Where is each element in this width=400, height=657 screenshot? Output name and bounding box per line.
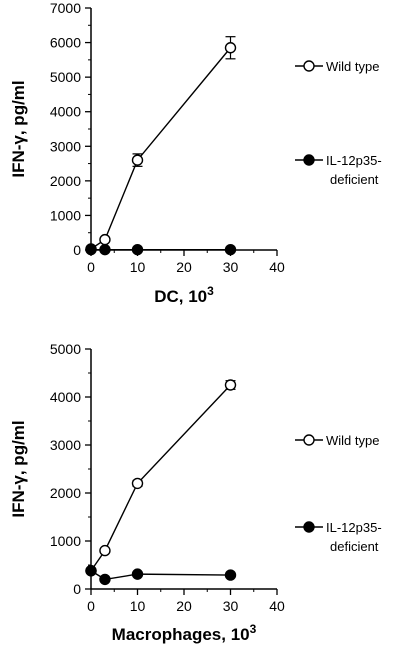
legend-label-deficient-line2: deficient [330, 539, 379, 554]
series-line [90, 47, 232, 250]
legend-marker-deficient [303, 521, 315, 533]
x-tick-label: 40 [269, 598, 285, 614]
x-tick-label: 0 [87, 598, 95, 614]
y-tick-label: 5000 [50, 341, 81, 357]
x-tick-label: 10 [130, 259, 146, 275]
legend-label-deficient-line2: deficient [330, 172, 379, 187]
data-point [224, 42, 237, 54]
data-point [131, 243, 144, 256]
legend: Wild type IL-12p35- deficient [295, 59, 382, 187]
y-tick-label: 5000 [50, 69, 81, 85]
x-axis-label: Macrophages, 103 [112, 622, 257, 644]
data-point [224, 569, 237, 581]
y-tick-label: 3000 [50, 138, 81, 154]
series-il12p35-deficient [85, 243, 237, 256]
data-point [224, 243, 237, 256]
legend-marker-wild-type [303, 60, 315, 72]
data-point [99, 243, 111, 256]
series-wild-type [85, 36, 237, 255]
data-point [131, 568, 144, 580]
legend-label-deficient-line1: IL-12p35- [326, 153, 382, 168]
x-tick-label: 20 [176, 259, 192, 275]
y-tick-label: 0 [73, 242, 81, 258]
legend-label-wild-type: Wild type [326, 59, 379, 74]
y-axis-label: IFN-γ, pg/ml [9, 80, 28, 177]
y-tick-label: 0 [73, 581, 81, 597]
data-point [85, 243, 97, 256]
x-tick-label: 0 [87, 259, 95, 275]
legend-marker-wild-type [303, 434, 315, 446]
x-tick-label: 10 [130, 598, 146, 614]
chart-panel-2: 0 1000 2000 3000 4000 5000 0 10 20 30 40 IFN-γ, pg/… [9, 341, 382, 644]
series-line [90, 570, 231, 581]
y-tick-label: 2000 [50, 485, 81, 501]
x-tick-label: 40 [269, 259, 285, 275]
y-tick-label: 4000 [50, 389, 81, 405]
x-tick-label: 30 [223, 598, 239, 614]
x-tick-label: 20 [176, 598, 192, 614]
y-tick-label: 3000 [50, 437, 81, 453]
x-axis-label: DC, 103 [154, 284, 214, 306]
legend-marker-deficient [303, 154, 315, 166]
y-tick-label: 7000 [50, 0, 81, 16]
legend-label-deficient-line1: IL-12p35- [326, 520, 382, 535]
x-tick-label: 30 [223, 259, 239, 275]
y-tick-label: 6000 [50, 35, 81, 51]
chart-panel-1: 0 1000 2000 3000 4000 5000 6000 7000 0 10 20 30 40 IF… [9, 0, 382, 306]
legend: Wild type IL-12p35- deficient [295, 433, 382, 554]
y-tick-label: 1000 [50, 207, 81, 223]
legend-label-wild-type: Wild type [326, 433, 379, 448]
data-point [99, 233, 111, 246]
data-point [85, 565, 97, 577]
data-point [131, 477, 144, 490]
y-tick-label: 1000 [50, 533, 81, 549]
y-tick-label: 2000 [50, 173, 81, 189]
y-axis-label: IFN-γ, pg/ml [9, 420, 28, 517]
data-point [224, 379, 237, 391]
series-wild-type [85, 379, 237, 577]
data-point [99, 544, 111, 557]
y-tick-label: 4000 [50, 104, 81, 120]
data-point [99, 573, 111, 586]
series-il12p35-deficient [85, 565, 237, 586]
data-point [131, 154, 144, 166]
series-line [90, 384, 232, 572]
